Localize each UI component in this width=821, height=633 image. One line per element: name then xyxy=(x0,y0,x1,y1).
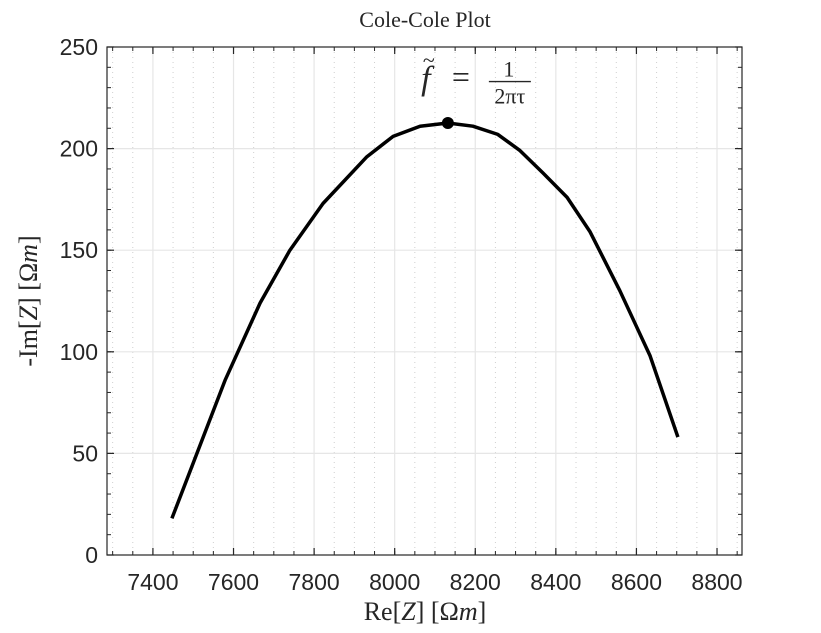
x-axis-label: Re[Z] [Ωm] xyxy=(364,597,487,626)
peak-marker xyxy=(441,116,454,129)
italic-m: m xyxy=(14,244,43,263)
plot-area-frame xyxy=(106,46,743,556)
y-axis-label: -Im[Z] [Ωm] xyxy=(14,235,43,366)
bracket: ] xyxy=(14,235,43,244)
italic-m: m xyxy=(459,597,478,626)
y-tick-labels: 0 50 100 150 200 250 xyxy=(60,34,98,568)
y-tick-label: 250 xyxy=(60,34,98,60)
bracket: ] xyxy=(478,597,487,626)
x-tick-label: 7600 xyxy=(208,569,259,595)
frequency-annotation: f ~ = 1 2πτ xyxy=(421,48,531,109)
x-tick-label: 7800 xyxy=(289,569,340,595)
x-tick-label: 8400 xyxy=(530,569,581,595)
label-text: -Im[ xyxy=(14,320,43,366)
chart-title: Cole-Cole Plot xyxy=(359,7,490,32)
annotation-tilde: ~ xyxy=(423,48,435,73)
y-tick-label: 200 xyxy=(60,136,98,162)
x-tick-label: 8600 xyxy=(611,569,662,595)
y-tick-label: 50 xyxy=(72,440,98,466)
y-tick-label: 0 xyxy=(85,542,98,568)
annotation-equals: = xyxy=(452,59,470,95)
label-text: ] [Ω xyxy=(416,597,459,626)
x-tick-label: 8800 xyxy=(691,569,742,595)
x-tick-label: 8000 xyxy=(369,569,420,595)
major-grid xyxy=(107,47,742,555)
label-text: ] [Ω xyxy=(14,263,43,306)
annotation-denominator: 2πτ xyxy=(494,84,525,109)
label-text: Re[ xyxy=(364,597,402,626)
axis-ticks xyxy=(107,46,742,556)
x-tick-label: 8200 xyxy=(450,569,501,595)
italic-z: Z xyxy=(401,597,416,626)
cole-cole-curve xyxy=(170,121,680,520)
minor-grid xyxy=(112,47,738,555)
y-tick-label: 150 xyxy=(60,237,98,263)
y-tick-label: 100 xyxy=(60,339,98,365)
x-tick-label: 7400 xyxy=(127,569,178,595)
annotation-numerator: 1 xyxy=(503,57,514,82)
italic-z: Z xyxy=(14,305,43,320)
x-tick-labels: 7400 7600 7800 8000 8200 8400 8600 8800 xyxy=(127,569,742,595)
